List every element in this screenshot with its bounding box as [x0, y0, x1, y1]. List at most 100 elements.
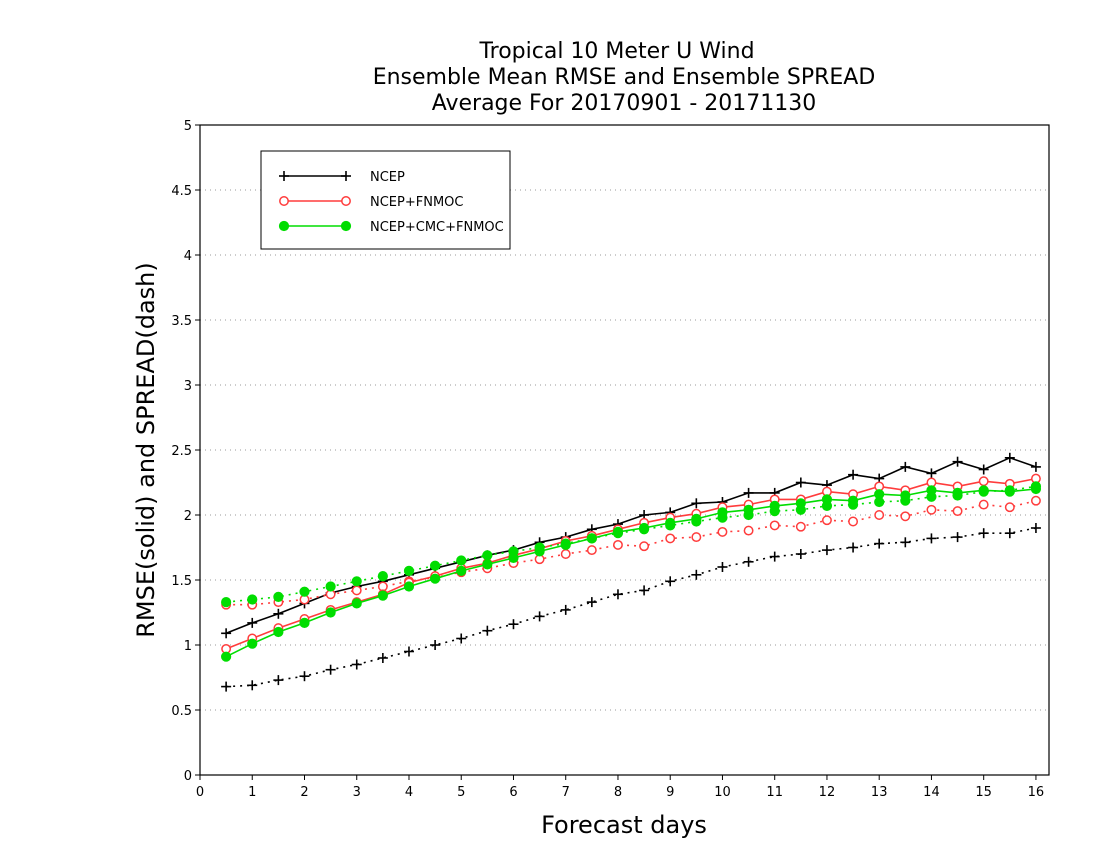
- ncep-spread-point: [1030, 523, 1041, 533]
- ncep-rmse-point: [978, 464, 989, 475]
- ncep-cmc-fnmoc-rmse-point: [717, 507, 728, 518]
- ncep-spread-point: [612, 589, 623, 600]
- ncep-fnmoc-spread-point: [613, 539, 623, 550]
- y-tick-label: 1.5: [171, 574, 192, 589]
- legend-label: NCEP+FNMOC: [370, 195, 463, 210]
- ncep-cmc-fnmoc-rmse-point: [430, 573, 441, 584]
- y-tick-label: 3.5: [171, 314, 192, 329]
- ncep-cmc-fnmoc-rmse-point: [978, 485, 989, 496]
- ncep-rmse-point: [900, 461, 911, 472]
- ncep-fnmoc-spread-point: [717, 526, 728, 537]
- x-tick-label: 7: [562, 785, 570, 800]
- ncep-fnmoc-spread-point: [1004, 502, 1015, 513]
- ncep-spread-point: [952, 532, 963, 543]
- y-tick-label: 2: [184, 509, 192, 524]
- x-tick-label: 13: [871, 785, 888, 800]
- ncep-cmc-fnmoc-rmse-point: [638, 522, 650, 534]
- ncep-cmc-fnmoc-rmse-point: [665, 517, 676, 528]
- ncep-spread-point: [247, 680, 258, 691]
- x-tick-label: 16: [1028, 785, 1045, 800]
- x-tick-label: 3: [353, 785, 361, 800]
- ncep-spread-point: [273, 675, 284, 686]
- x-tick-label: 10: [714, 785, 731, 800]
- y-tick-label: 4: [184, 249, 192, 264]
- ncep-spread-point: [665, 576, 676, 587]
- ncep-fnmoc-spread-point: [560, 549, 571, 559]
- x-tick-label: 9: [666, 785, 674, 800]
- ncep-spread-point: [586, 597, 597, 608]
- y-axis-label: RMSE(solid) and SPREAD(dash): [132, 262, 160, 638]
- ncep-cmc-fnmoc-rmse-point: [299, 617, 310, 629]
- ncep-cmc-fnmoc-spread-point: [325, 581, 336, 592]
- legend-marker: [279, 171, 289, 181]
- ncep-cmc-fnmoc-rmse-point: [586, 533, 597, 544]
- ncep-spread-point: [978, 528, 989, 539]
- ncep-cmc-fnmoc-rmse-point: [612, 526, 624, 538]
- legend-entry-ncep-cmc-fnmoc: NCEP+CMC+FNMOC: [278, 220, 504, 235]
- y-tick-label: 0.5: [171, 704, 192, 719]
- chart-title-line-1: Tropical 10 Meter U Wind: [478, 39, 754, 64]
- ncep-spread-point: [508, 619, 519, 630]
- ncep-cmc-fnmoc-rmse-point: [900, 490, 911, 501]
- ncep-fnmoc-spread-point: [691, 532, 702, 543]
- y-tick-label: 3: [184, 379, 192, 394]
- ncep-cmc-fnmoc-rmse-point: [221, 651, 232, 662]
- legend-marker: [278, 220, 290, 232]
- ncep-cmc-fnmoc-rmse-point: [273, 626, 284, 638]
- ncep-spread-point: [900, 537, 911, 548]
- ncep-cmc-fnmoc-rmse-point: [508, 552, 519, 564]
- ncep-fnmoc-rmse-point: [978, 476, 989, 487]
- ncep-spread-point: [482, 625, 493, 636]
- ncep-cmc-fnmoc-rmse-point: [952, 487, 963, 498]
- ncep-spread-point: [717, 562, 728, 572]
- ncep-spread-point: [560, 604, 571, 615]
- ncep-fnmoc-spread-point: [874, 510, 885, 520]
- ncep-cmc-fnmoc-rmse-line: [225, 488, 1037, 658]
- x-tick-label: 4: [405, 785, 413, 800]
- ncep-spread-point: [430, 640, 441, 650]
- ncep-rmse-point: [273, 608, 284, 619]
- ncep-rmse-point: [1004, 452, 1015, 463]
- ncep-cmc-fnmoc-rmse-point: [874, 489, 885, 500]
- y-axis: 0 0.5 1 1.5 2 2.5 3 3.5 4 4.5 5: [171, 119, 200, 784]
- ncep-cmc-fnmoc-spread-point: [430, 560, 441, 571]
- ncep-rmse-point: [743, 487, 754, 498]
- legend: NCEP NCEP+FNMOC NCEP+CMC+FNMOC: [260, 150, 511, 250]
- ncep-rmse-line: [225, 456, 1037, 635]
- ncep-spread-point: [769, 551, 780, 562]
- ncep-spread-point: [639, 585, 650, 596]
- ncep-fnmoc-spread-point: [586, 545, 597, 556]
- ncep-spread-point: [351, 659, 362, 670]
- legend-label: NCEP+CMC+FNMOC: [370, 220, 504, 235]
- x-tick-label: 11: [766, 785, 783, 800]
- ncep-cmc-fnmoc-rmse-point: [377, 590, 388, 601]
- ncep-spread-point: [403, 646, 414, 657]
- x-tick-label: 5: [457, 785, 465, 800]
- legend-entry-ncep-fnmoc: NCEP+FNMOC: [279, 195, 463, 210]
- y-tick-label: 4.5: [171, 184, 192, 199]
- ncep-cmc-fnmoc-rmse-point: [821, 494, 833, 505]
- ncep-fnmoc-spread-point: [769, 520, 780, 531]
- ncep-fnmoc-spread-point: [795, 521, 806, 532]
- ncep-cmc-fnmoc-spread-point: [403, 565, 415, 577]
- series-ncep-fnmoc: [221, 473, 1041, 654]
- ncep-rmse-point: [795, 477, 806, 488]
- ncep-fnmoc-spread-point: [665, 533, 676, 544]
- ncep-rmse-point: [221, 628, 232, 639]
- legend-entry-ncep: NCEP: [279, 170, 405, 185]
- ncep-rmse-point: [926, 468, 937, 479]
- ncep-cmc-fnmoc-rmse-point: [351, 598, 362, 609]
- ncep-spread-point: [221, 681, 232, 692]
- y-tick-label: 1: [184, 639, 192, 654]
- ncep-cmc-fnmoc-rmse-point: [325, 607, 336, 618]
- x-tick-label: 1: [248, 785, 256, 800]
- x-tick-label: 0: [196, 785, 204, 800]
- x-tick-label: 8: [614, 785, 622, 800]
- ncep-cmc-fnmoc-rmse-point: [403, 581, 415, 592]
- ncep-spread-point: [848, 542, 859, 553]
- ncep-cmc-fnmoc-spread-point: [482, 550, 493, 561]
- ncep-cmc-fnmoc-rmse-point: [691, 513, 702, 525]
- ncep-fnmoc-spread-point: [1030, 495, 1041, 506]
- x-tick-label: 14: [923, 785, 940, 800]
